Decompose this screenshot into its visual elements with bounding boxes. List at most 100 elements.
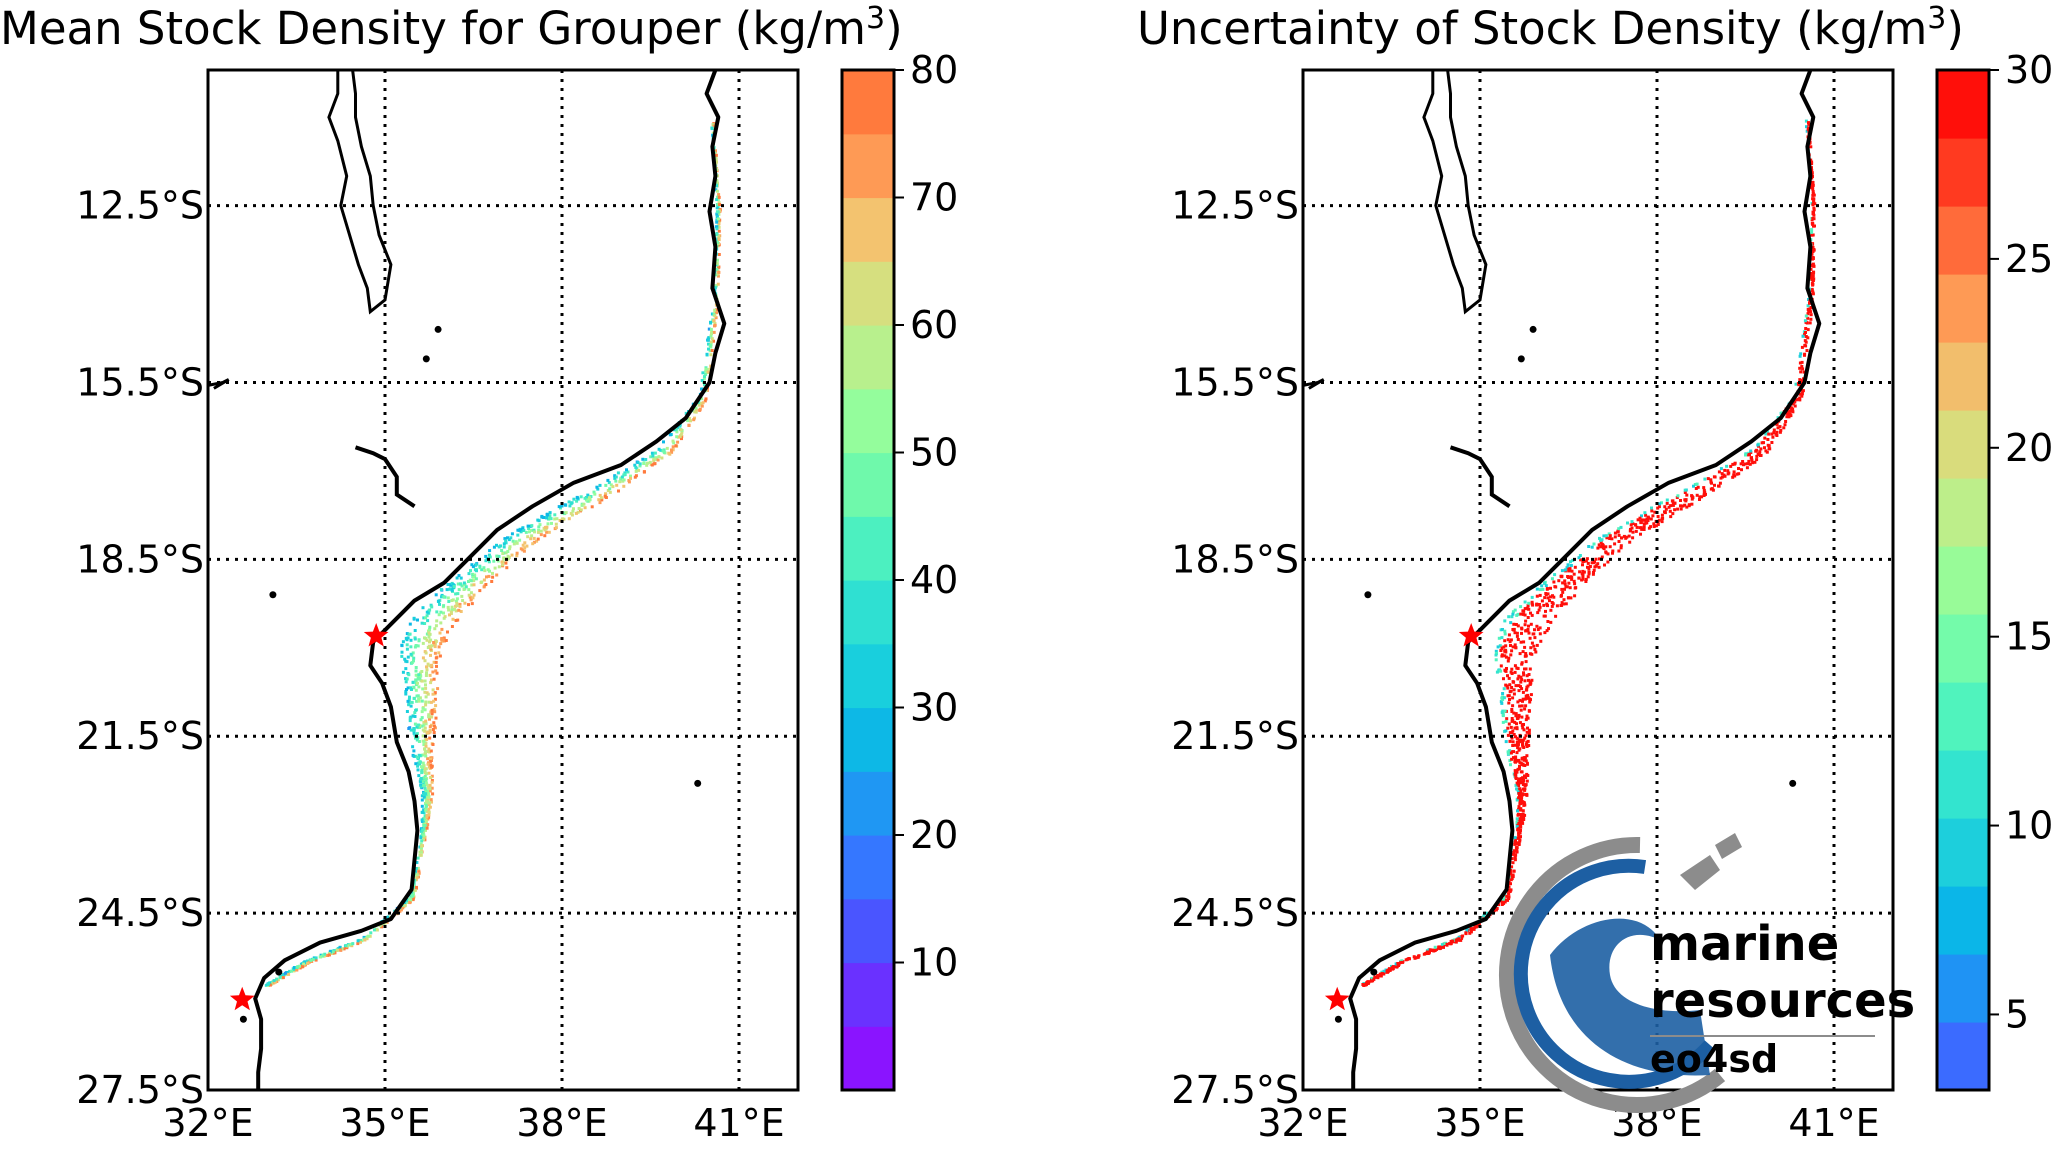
density-cell bbox=[1764, 432, 1768, 436]
density-cell bbox=[482, 566, 486, 570]
density-cell bbox=[1510, 736, 1514, 740]
density-cell bbox=[428, 750, 431, 754]
density-cell bbox=[427, 786, 431, 790]
density-cell bbox=[1500, 653, 1504, 657]
density-cell bbox=[1573, 594, 1577, 598]
density-cell bbox=[275, 980, 279, 983]
density-cell bbox=[716, 274, 720, 278]
density-cell bbox=[684, 411, 688, 415]
density-cell bbox=[456, 582, 460, 586]
density-cell bbox=[1550, 577, 1554, 581]
density-cell bbox=[431, 792, 435, 796]
density-cell bbox=[414, 673, 418, 677]
density-cell bbox=[714, 225, 718, 229]
density-cell bbox=[446, 605, 450, 609]
density-cell bbox=[1525, 793, 1529, 797]
density-cell bbox=[623, 473, 627, 477]
density-cell bbox=[1500, 636, 1504, 640]
density-cell bbox=[418, 779, 422, 783]
density-cell bbox=[314, 958, 318, 962]
density-cell bbox=[428, 625, 432, 629]
density-cell bbox=[502, 556, 506, 560]
island bbox=[269, 591, 277, 599]
density-cell bbox=[1514, 623, 1518, 626]
map-frame bbox=[1301, 68, 1895, 1092]
density-cell bbox=[1504, 648, 1508, 652]
density-cell bbox=[1696, 485, 1700, 489]
density-cell bbox=[653, 451, 657, 455]
density-cell bbox=[708, 344, 712, 348]
density-cell bbox=[1725, 464, 1729, 468]
density-cell bbox=[433, 710, 437, 714]
density-cell bbox=[1526, 629, 1530, 633]
density-cell bbox=[1513, 858, 1517, 862]
density-cell bbox=[1712, 475, 1716, 479]
density-cell bbox=[1512, 628, 1516, 632]
density-cell bbox=[1547, 627, 1550, 631]
density-cell bbox=[1603, 563, 1606, 567]
density-cell bbox=[1524, 783, 1528, 787]
density-cell bbox=[1800, 345, 1804, 349]
density-cell bbox=[1624, 536, 1628, 540]
density-cell bbox=[715, 237, 719, 241]
density-cell bbox=[1808, 301, 1811, 305]
density-cell bbox=[427, 801, 431, 805]
density-cell bbox=[448, 587, 452, 591]
density-cell bbox=[622, 478, 626, 482]
density-cell bbox=[569, 502, 573, 506]
density-cell bbox=[665, 446, 669, 450]
density-cell bbox=[700, 379, 704, 382]
density-cell bbox=[1513, 631, 1517, 635]
density-cell bbox=[704, 369, 708, 373]
density-cell bbox=[1581, 573, 1585, 577]
density-cell bbox=[1507, 722, 1511, 726]
density-cell bbox=[1665, 501, 1669, 505]
density-cell bbox=[423, 690, 427, 694]
density-cell bbox=[1784, 420, 1788, 423]
density-cell bbox=[439, 610, 443, 614]
density-cell bbox=[1782, 426, 1786, 430]
colorbar-segment bbox=[842, 771, 894, 836]
density-cell bbox=[1511, 680, 1515, 684]
y-tick-label: 21.5°S bbox=[1171, 714, 1299, 758]
density-cell bbox=[1711, 488, 1715, 492]
density-cell bbox=[1449, 941, 1453, 945]
density-cell bbox=[425, 772, 428, 776]
density-cell bbox=[616, 471, 620, 475]
density-cell bbox=[434, 660, 438, 664]
density-cell bbox=[508, 547, 512, 551]
density-cell bbox=[1529, 622, 1533, 626]
density-cell bbox=[717, 217, 721, 221]
density-cell bbox=[1805, 125, 1808, 129]
density-cell bbox=[539, 529, 543, 533]
density-cell bbox=[1485, 911, 1488, 915]
density-cell bbox=[1658, 502, 1662, 506]
density-cell bbox=[430, 765, 434, 769]
density-cell bbox=[472, 579, 476, 583]
density-cell bbox=[409, 686, 412, 690]
x-tick-label: 32°E bbox=[162, 1101, 253, 1145]
density-cell bbox=[1563, 568, 1567, 572]
density-cell bbox=[1513, 664, 1517, 668]
density-cell bbox=[424, 754, 428, 758]
star-marker bbox=[229, 986, 255, 1011]
density-cell bbox=[1786, 412, 1790, 416]
density-cell bbox=[419, 785, 423, 789]
density-cell bbox=[1527, 744, 1531, 747]
density-cell bbox=[408, 897, 412, 901]
density-cell bbox=[443, 615, 447, 619]
density-cell bbox=[437, 645, 441, 649]
density-cell bbox=[1723, 468, 1727, 472]
density-cell bbox=[1803, 333, 1806, 337]
density-cell bbox=[295, 968, 298, 972]
density-cell bbox=[642, 462, 646, 465]
colorbar-tick-label: 40 bbox=[910, 558, 958, 602]
density-cell bbox=[422, 784, 426, 787]
density-cell bbox=[717, 234, 721, 238]
density-cell bbox=[1539, 639, 1543, 643]
density-cell bbox=[1630, 526, 1634, 530]
density-cell bbox=[1807, 309, 1811, 313]
density-cell bbox=[429, 798, 433, 802]
density-cell bbox=[1809, 313, 1813, 317]
density-cell bbox=[1530, 641, 1534, 645]
